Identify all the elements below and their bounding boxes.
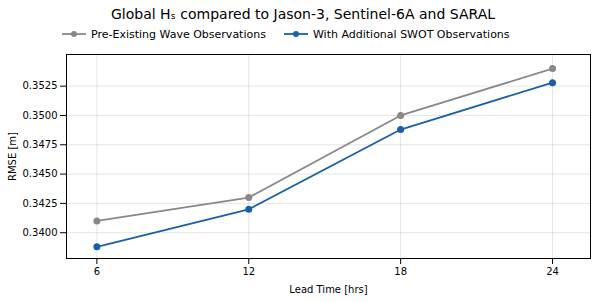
svg-text:0.3425: 0.3425 [23, 198, 58, 209]
svg-text:0.3475: 0.3475 [23, 139, 58, 150]
svg-text:RMSE [m]: RMSE [m] [7, 132, 18, 181]
html-text:Global Hₛ compared to Jason-3,: Global Hₛ compared to Jason-3, Sentinel-… [111, 6, 495, 22]
html-text:Pre-Existing Wave Observations: Pre-Existing Wave Observations [91, 27, 266, 41]
svg-text:24: 24 [546, 266, 559, 277]
svg-text:Lead Time [hrs]: Lead Time [hrs] [289, 284, 367, 295]
svg-text:0.3400: 0.3400 [23, 227, 58, 238]
svg-text:0.3525: 0.3525 [23, 80, 58, 91]
svg-text:12: 12 [242, 266, 255, 277]
svg-text:6: 6 [94, 266, 100, 277]
svg-text:18: 18 [394, 266, 407, 277]
svg-text:0.3450: 0.3450 [23, 168, 58, 179]
svg-text:0.3500: 0.3500 [23, 110, 58, 121]
html-text:With Additional SWOT Observati: With Additional SWOT Observations [312, 27, 510, 41]
